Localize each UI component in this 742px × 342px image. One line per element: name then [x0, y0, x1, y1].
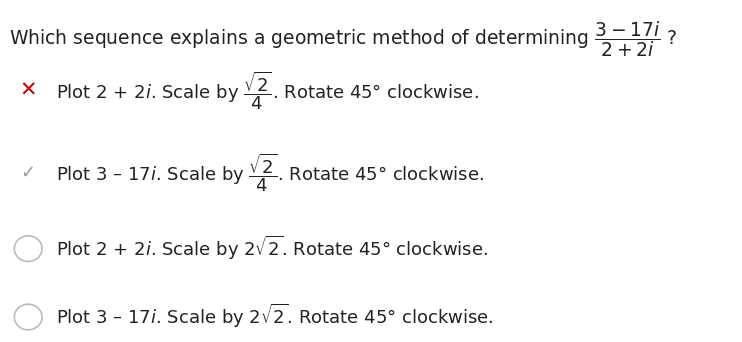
- Text: Plot 2 + 2$i$. Scale by $\dfrac{\sqrt{2}}{4}$. Rotate 45° clockwise.: Plot 2 + 2$i$. Scale by $\dfrac{\sqrt{2}…: [56, 69, 479, 112]
- Text: Plot 3 – 17$i$. Scale by $2\sqrt{2}$. Rotate 45° clockwise.: Plot 3 – 17$i$. Scale by $2\sqrt{2}$. Ro…: [56, 302, 493, 330]
- Text: ✓: ✓: [21, 164, 36, 182]
- Text: Which sequence explains a geometric method of determining $\dfrac{3-17i}{2+2i}$ : Which sequence explains a geometric meth…: [9, 19, 677, 59]
- Text: Plot 2 + 2$i$. Scale by $2\sqrt{2}$. Rotate 45° clockwise.: Plot 2 + 2$i$. Scale by $2\sqrt{2}$. Rot…: [56, 234, 487, 262]
- Text: Plot 3 – 17$i$. Scale by $\dfrac{\sqrt{2}}{4}$. Rotate 45° clockwise.: Plot 3 – 17$i$. Scale by $\dfrac{\sqrt{2…: [56, 152, 484, 194]
- Text: ✕: ✕: [19, 81, 37, 101]
